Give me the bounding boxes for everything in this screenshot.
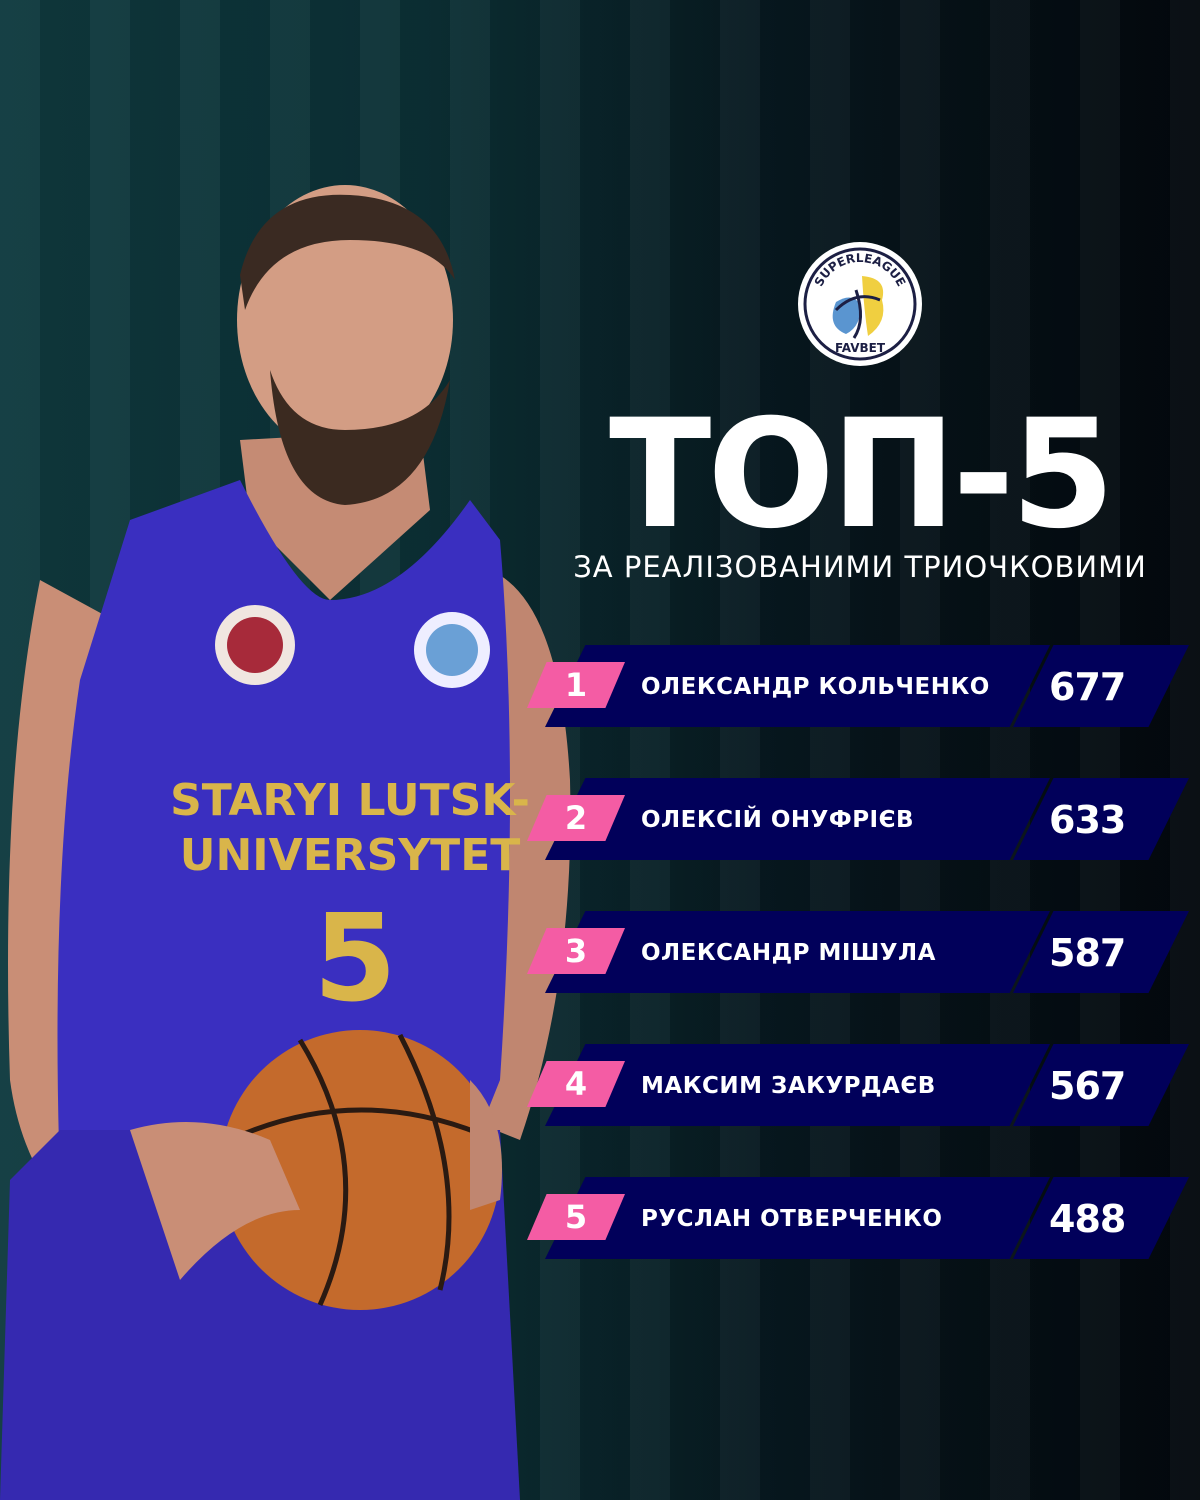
player-value: 488 xyxy=(1049,1197,1126,1241)
name-bar xyxy=(545,778,1050,860)
leaderboard-row: 4 МАКСИМ ЗАКУРДАЄВ 567 xyxy=(527,1044,1192,1126)
superleague-favbet-logo: SUPERLEAGUE FAVBET xyxy=(798,242,922,366)
player-name: МАКСИМ ЗАКУРДАЄВ xyxy=(641,1073,936,1099)
leaderboard-row: 3 ОЛЕКСАНДР МІШУЛА 587 xyxy=(527,911,1192,993)
name-bar xyxy=(545,1044,1050,1126)
player-name: ОЛЕКСАНДР КОЛЬЧЕНКО xyxy=(641,674,990,700)
jersey-team-line2: UNIVERSYTET xyxy=(180,830,521,881)
jersey-team-line1: STARYI LUTSK- xyxy=(170,775,530,826)
name-bar xyxy=(545,911,1050,993)
logo-bottom-text: FAVBET xyxy=(835,341,886,355)
leaderboard-row: 2 ОЛЕКСІЙ ОНУФРІЄВ 633 xyxy=(527,778,1192,860)
player-value: 633 xyxy=(1049,798,1126,842)
player-name: ОЛЕКСАНДР МІШУЛА xyxy=(641,940,936,966)
player-photo: STARYI LUTSK- UNIVERSYTET 5 xyxy=(0,185,571,1500)
page-subtitle: ЗА РЕАЛІЗОВАНИМИ ТРИОЧКОВИМИ xyxy=(573,550,1147,584)
leaderboard-row: 1 ОЛЕКСАНДР КОЛЬЧЕНКО 677 xyxy=(527,645,1192,727)
page-title: ТОП-5 xyxy=(609,388,1115,562)
player-value: 587 xyxy=(1049,931,1126,975)
name-bar xyxy=(545,645,1050,727)
player-value: 677 xyxy=(1049,665,1126,709)
leaderboard-row: 5 РУСЛАН ОТВЕРЧЕНКО 488 xyxy=(527,1177,1192,1259)
player-value: 567 xyxy=(1049,1064,1126,1108)
name-bar xyxy=(545,1177,1050,1259)
player-name: ОЛЕКСІЙ ОНУФРІЄВ xyxy=(641,807,915,833)
player-name: РУСЛАН ОТВЕРЧЕНКО xyxy=(641,1206,943,1232)
jersey-number: 5 xyxy=(313,890,397,1029)
